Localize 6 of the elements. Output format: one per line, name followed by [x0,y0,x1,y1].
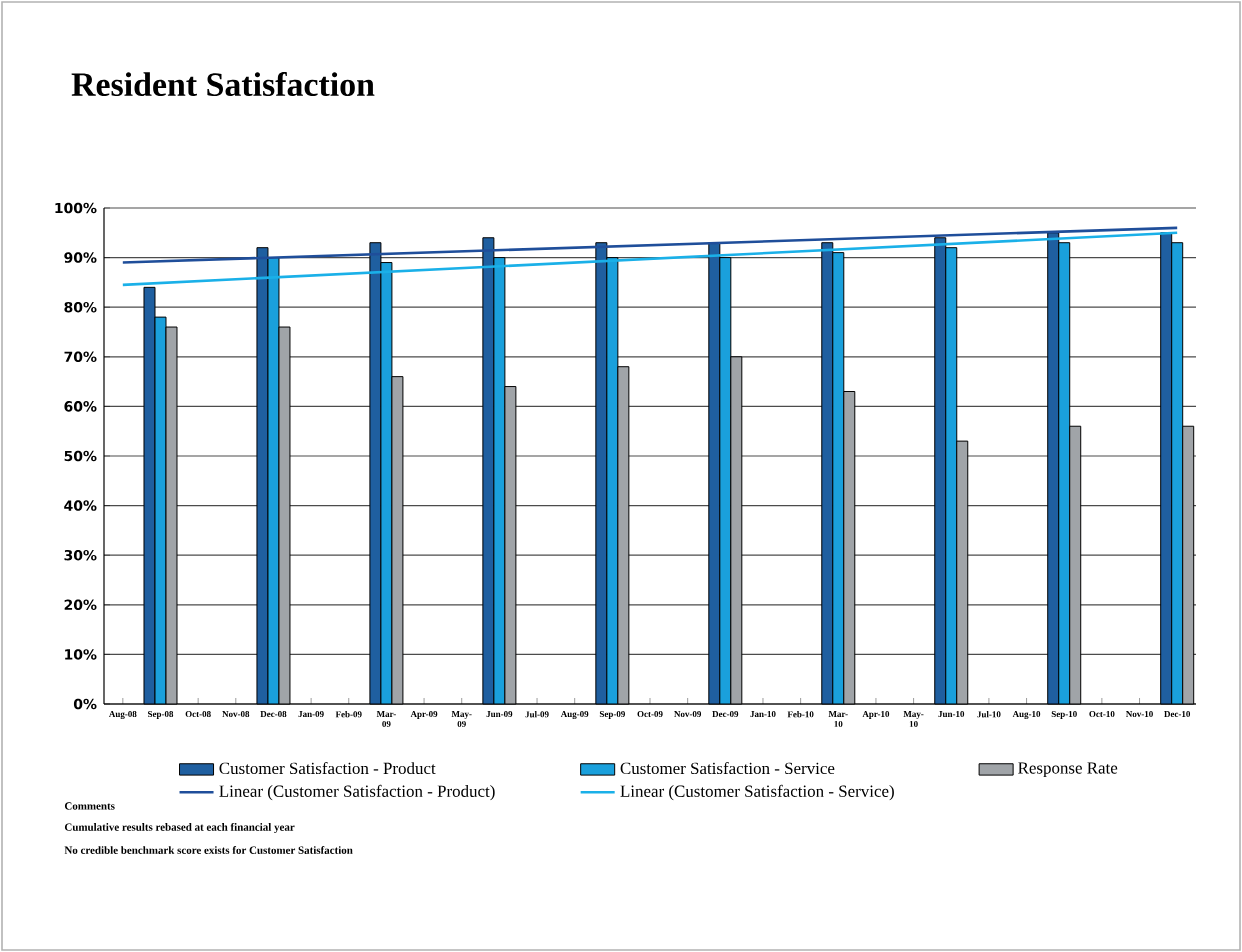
legend-label: Linear (Customer Satisfaction - Product) [219,784,495,801]
legend-label: Customer Satisfaction - Product [219,761,436,775]
chart-title: Resident Satisfaction [71,71,375,97]
legend-label: Customer Satisfaction - Service [620,761,835,775]
legend-label: Linear (Customer Satisfaction - Service) [620,784,894,801]
legend-label: Response Rate [1018,762,1118,778]
